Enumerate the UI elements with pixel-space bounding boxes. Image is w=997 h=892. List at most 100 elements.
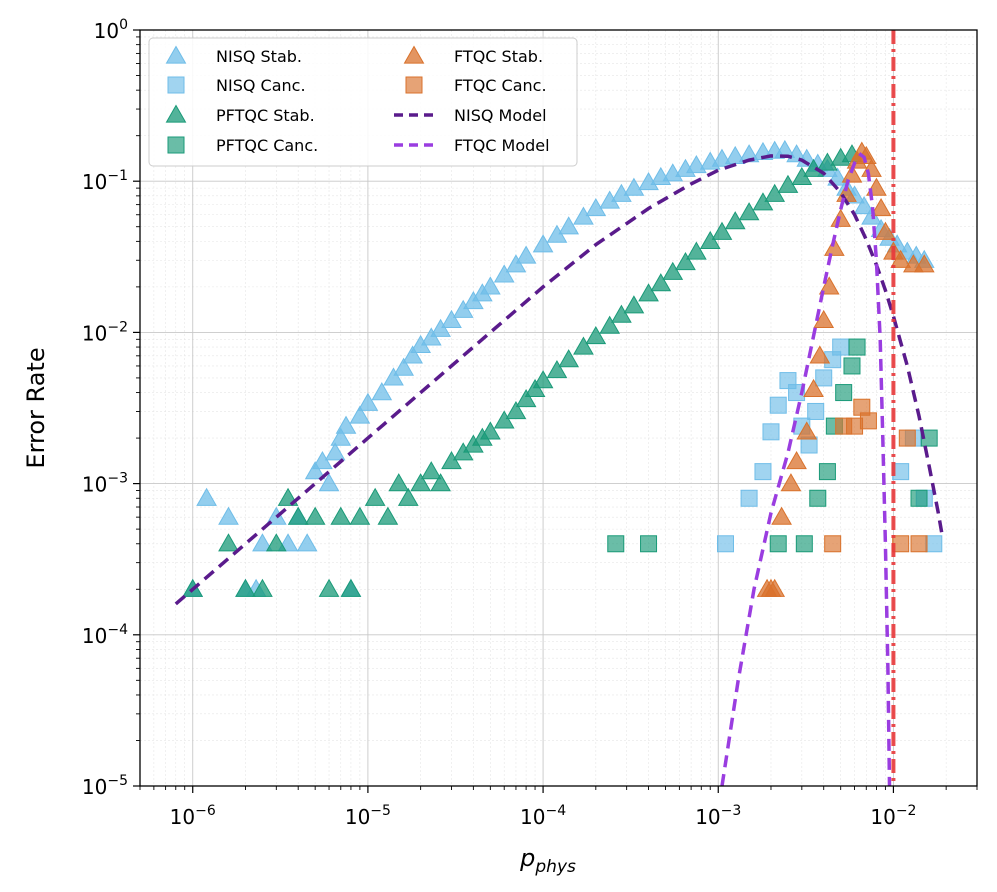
model-curves [174,152,945,786]
pftqc-stab-point [650,273,672,292]
pftqc-stab-point [252,578,273,597]
y-axis-label: Error Rate [22,347,50,468]
pftqc-stab-point [686,241,707,260]
ftqc-stab-point [875,221,896,240]
nisq-stab-point [515,245,537,264]
nisq-stab-point [493,264,515,283]
ftqc-stab-point [796,421,818,440]
nisq-stab-point [252,533,273,552]
ftqc-stab-point [809,345,831,364]
pftqc-canc-point [843,357,861,375]
pftqc-stab-point [287,506,309,525]
pftqc-stab-point [738,202,760,221]
ftqc-stab-point [803,378,824,397]
nisq-canc-point [762,423,780,441]
ftqc-stab-point [890,249,912,268]
nisq-stab-point [441,309,462,329]
pftqc-stab-point [388,473,410,492]
pftqc-stab-point [558,349,580,368]
x-tick-label: 10−6 [170,803,216,829]
y-tick-label: 10−4 [82,622,128,648]
pftqc-stab-point [479,421,501,440]
nisq-canc-point [832,338,850,356]
ftqc-stab-point [823,237,845,256]
legend-label-pftqc-stab: PFTQC Stab. [216,106,315,125]
y-tick-label: 10−3 [82,471,128,497]
pftqc-canc-point [795,535,813,553]
pftqc-stab-point [611,304,632,323]
nisq-canc-point [815,369,833,387]
ftqc-canc-point [898,429,916,447]
ftqc-stab-point [841,164,863,183]
ftqc-stab-point [764,578,786,597]
nisq-stab-point [853,196,875,215]
pftqc-canc-point [920,429,938,447]
pftqc-stab-point [599,315,621,334]
pftqc-stab-point [340,578,362,597]
nisq-stab-point [318,473,340,492]
x-axis-label: pphys [519,844,576,877]
pftqc-canc-point [835,384,853,402]
pftqc-canc-point [818,463,836,481]
pftqc-canc-point [640,535,658,553]
pftqc-stab-point [265,533,287,552]
pftqc-stab-point [304,506,326,525]
nisq-stab-point [296,533,318,552]
ftqc-canc-point [859,412,877,430]
pftqc-stab-point [430,473,451,492]
nisq-canc-point [788,384,806,402]
legend-label-ftqc-stab: FTQC Stab. [454,47,543,66]
data-markers [182,139,943,597]
ftqc-canc-point [910,535,928,553]
pftqc-stab-point [420,461,442,480]
pftqc-stab-point [505,400,527,420]
pftqc-stab-point [638,283,659,302]
pftqc-stab-point [218,533,239,552]
nisq-stab-point [532,234,554,253]
nisq-stab-point [623,177,645,196]
nisq-stab-point [786,144,807,163]
y-tick-label: 10−1 [82,168,128,194]
pftqc-stab-point [764,183,786,202]
pftqc-stab-point [573,336,594,355]
nisq-canc-point [740,489,758,507]
legend-marker-nisq-canc [167,76,185,94]
pftqc-stab-point [724,211,746,230]
nisq-canc-point [769,396,787,414]
nisq-stab-point [218,506,239,525]
nisq-canc-point [925,535,943,553]
nisq-stab-point [479,276,501,295]
nisq-stab-point [357,392,379,411]
legend-label-pftqc-canc: PFTQC Canc. [216,136,318,155]
pftqc-canc-point [809,489,827,507]
pftqc-stab-point [585,325,607,345]
ftqc-stab-point [813,309,835,329]
y-tick-label: 100 [94,17,128,43]
nisq-stab-point [402,345,423,364]
legend-label-nisq-canc: NISQ Canc. [216,76,306,95]
legend-marker-pftqc-canc [167,136,185,154]
x-axis-label-sub: phys [534,857,576,877]
pftqc-stab-point [493,410,515,429]
pftqc-stab-point [699,230,721,249]
pftqc-stab-point [318,578,340,597]
ftqc-stab-point [818,276,840,295]
nisq-stab-point [330,427,352,446]
nisq-stab-point [371,382,393,401]
x-tick-label: 10−4 [520,803,566,829]
legend-marker-pftqc-stab [165,104,187,123]
plot-frame [139,29,978,787]
pftqc-canc-point [769,535,787,553]
pftqc-stab-point [623,295,645,314]
nisq-stab-point [196,487,217,506]
legend-marker-ftqc-canc [405,76,423,94]
pftqc-stab-point [532,370,554,389]
legend-label-nisq-stab: NISQ Stab. [216,47,302,66]
nisq-stab-point [393,357,415,376]
legend: NISQ Stab. NISQ Canc. PFTQC Stab. PFTQC Can… [148,37,578,167]
ftqc-stab-point [830,208,852,227]
pftqc-canc-point [607,535,625,553]
pftqc-stab-point [675,251,696,271]
pftqc-stab-point [330,506,352,525]
